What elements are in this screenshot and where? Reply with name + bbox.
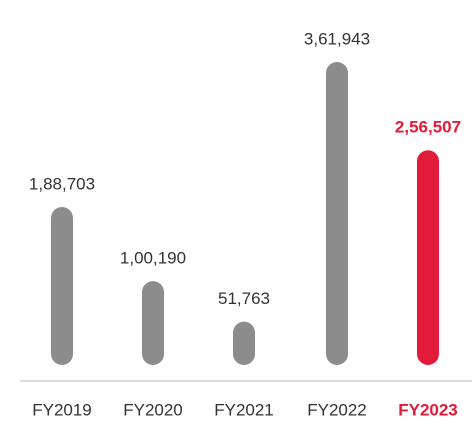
x-tick-label: FY2019 xyxy=(32,400,92,419)
x-tick-label: FY2020 xyxy=(123,400,183,419)
x-tick-label: FY2021 xyxy=(214,400,274,419)
value-label: 2,56,507 xyxy=(395,118,461,137)
x-tick-label: FY2022 xyxy=(307,400,367,419)
value-label: 3,61,943 xyxy=(304,29,370,48)
value-label: 1,00,190 xyxy=(120,249,186,268)
value-label: 51,763 xyxy=(218,289,270,308)
value-label: 1,88,703 xyxy=(29,175,95,194)
x-tick-label: FY2023 xyxy=(398,400,458,419)
